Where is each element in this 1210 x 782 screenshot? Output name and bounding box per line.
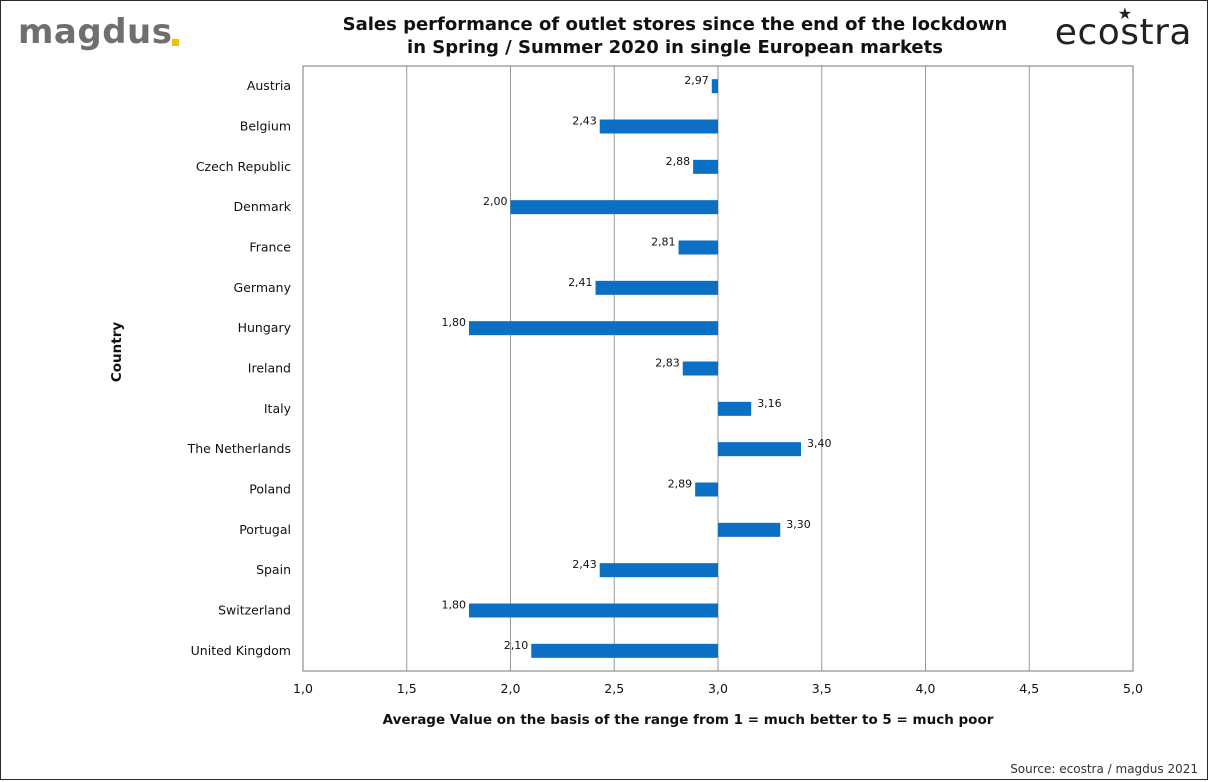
- bar: [599, 563, 718, 578]
- x-axis-title: Average Value on the basis of the range …: [383, 712, 994, 728]
- x-tick-label: 4,5: [1019, 681, 1039, 696]
- category-label: Austria: [247, 78, 291, 93]
- value-label: 1,80: [442, 316, 467, 329]
- category-label: Spain: [256, 562, 291, 577]
- category-label: Ireland: [248, 361, 291, 376]
- source-note: Source: ecostra / magdus 2021: [1010, 762, 1198, 776]
- x-tick-label: 3,5: [812, 681, 832, 696]
- category-label: Germany: [234, 280, 292, 295]
- value-label: 2,43: [572, 115, 597, 128]
- x-tick-label: 2,5: [604, 681, 624, 696]
- x-tick-label: 4,0: [916, 681, 936, 696]
- value-label: 2,97: [684, 74, 709, 87]
- bar: [693, 159, 718, 174]
- category-label: Italy: [264, 401, 292, 416]
- chart-title: Sales performance of outlet stores since…: [300, 13, 1050, 59]
- category-label: Hungary: [238, 320, 292, 335]
- value-label: 3,16: [757, 397, 782, 410]
- value-label: 2,88: [666, 155, 691, 168]
- category-label: United Kingdom: [191, 643, 291, 658]
- bar: [711, 79, 718, 94]
- bar: [682, 361, 718, 376]
- chart-title-line-2: in Spring / Summer 2020 in single Europe…: [407, 37, 943, 58]
- x-tick-label: 2,0: [501, 681, 521, 696]
- y-axis-title: Country: [109, 322, 125, 383]
- category-label: Switzerland: [218, 603, 291, 618]
- x-tick-label: 3,0: [708, 681, 728, 696]
- bar: [469, 603, 718, 618]
- category-label: Denmark: [234, 199, 292, 214]
- value-label: 1,80: [442, 599, 467, 612]
- value-label: 2,81: [651, 236, 676, 249]
- bar: [718, 401, 752, 416]
- value-label: 3,40: [807, 437, 832, 450]
- category-label: Czech Republic: [196, 159, 291, 174]
- x-tick-label: 1,0: [293, 681, 313, 696]
- bars: [469, 79, 801, 658]
- value-label: 2,83: [655, 357, 680, 370]
- bar: [695, 482, 718, 497]
- bar: [718, 522, 781, 537]
- plot-area: [302, 65, 1134, 672]
- ecostra-logo-text: ecostra: [1054, 12, 1192, 53]
- star-icon: ★: [1117, 4, 1133, 23]
- x-tick-label: 5,0: [1123, 681, 1143, 696]
- value-label: 2,00: [483, 195, 508, 208]
- magdus-logo-text: magdus: [18, 12, 173, 52]
- x-tick-labels: 1,0 1,5 2,0 2,5 3,0 3,5 4,0 4,5 5,0: [293, 681, 1143, 696]
- bar: [531, 643, 718, 658]
- bar: [595, 280, 718, 295]
- bar: [599, 119, 718, 134]
- bar: [469, 321, 718, 336]
- value-label: 2,43: [572, 558, 597, 571]
- category-label: France: [249, 240, 291, 255]
- value-label: 3,30: [786, 518, 811, 531]
- category-label: Portugal: [239, 522, 291, 537]
- chart-title-line-1: Sales performance of outlet stores since…: [342, 14, 1008, 35]
- value-label: 2,10: [504, 639, 529, 652]
- ecostra-logo: ecostra ★: [1054, 4, 1192, 53]
- value-label: 2,41: [568, 276, 593, 289]
- category-labels: Austria Belgium Czech Republic Denmark Franc…: [187, 78, 292, 658]
- bar: [510, 200, 718, 215]
- value-labels: 2,97 2,43 2,88 2,00 2,81 2,41 1,80 2,83 3,16 3,40…: [442, 74, 832, 652]
- bar: [718, 442, 801, 457]
- category-label: Poland: [249, 482, 291, 497]
- logo-accent-square: [171, 39, 179, 46]
- value-label: 2,89: [668, 478, 693, 491]
- magdus-logo: magdus: [18, 12, 179, 52]
- x-tick-label: 1,5: [397, 681, 417, 696]
- bar: [678, 240, 718, 255]
- category-label: Belgium: [240, 119, 291, 134]
- category-label: The Netherlands: [187, 441, 291, 456]
